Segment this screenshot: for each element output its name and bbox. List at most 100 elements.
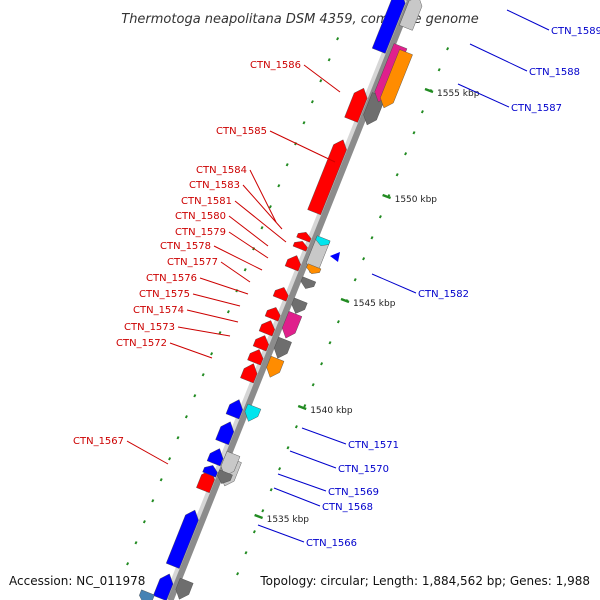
gene-arrow-orange [266,355,285,378]
gene-arrow-red [292,241,308,252]
gene-arrow-red [247,349,264,366]
leader-line-left [249,169,277,223]
gene-arrow-pink [281,311,303,339]
gene-label-right: CTN_1588 [529,67,580,78]
scale-dash-right [446,47,450,51]
scale-dash-left [285,163,289,167]
gene-arrow-blue [371,0,406,54]
gene-arrow-grey [217,469,233,484]
scale-dash-right [420,110,424,114]
kbp-tick-label: 1535 kbp [267,515,310,525]
gene-label-right: CTN_1568 [322,502,373,513]
genes-layer [139,0,423,600]
leader-line-left [192,293,241,307]
scale-dash-right [286,446,290,450]
leader-line-left [228,231,269,259]
leader-line-right [506,9,550,31]
topology-text: Topology: circular; Length: 1,884,562 bp… [260,574,590,588]
scale-dash-left [142,520,146,524]
gene-arrow-red [296,232,312,243]
kbp-major-tick [424,87,434,94]
kbp-major-tick [254,513,264,520]
scale-dash-right [412,131,416,135]
gene-label-right: CTN_1571 [348,440,399,451]
leader-line-right [289,450,337,469]
gene-arrow-blue [225,399,243,420]
leader-line-left [303,64,341,93]
scale-dash-left [184,415,188,419]
gene-arrow-blue [206,448,224,467]
labels-layer: CTN_1586 CTN_1585 CTN_1584 CTN_1583 CTN_1581… [73,9,600,549]
gene-arrow-red [264,307,281,322]
gene-label-left: CTN_1577 [167,257,218,268]
kbp-major-tick [297,404,307,411]
scale-dash-right [328,341,332,345]
leader-line-right [273,487,321,507]
gene-arrow-red [252,335,269,352]
leader-line-right [469,43,528,72]
scale-dash-right [261,509,265,513]
gene-label-right: CTN_1569 [328,487,379,498]
gene-arrow-red [307,139,347,216]
gene-arrow-cyan [244,403,262,422]
gene-arrow-grey [175,577,194,600]
scale-dash-left [126,562,130,566]
scale-dash-right [370,236,374,240]
scale-dash-left [319,79,323,83]
gene-label-left: CTN_1576 [146,273,197,284]
leader-line-right [277,473,327,492]
scale-dash-right [244,551,248,555]
gene-label-left: CTN_1580 [175,211,226,222]
gene-arrow-blue [215,421,235,446]
scale-dash-right [362,257,366,261]
gene-label-left: CTN_1586 [250,60,301,71]
kbp-tick-label: 1550 kbp [395,195,438,205]
gene-arrow-cyan [315,235,331,246]
gene-arrow-blue [202,465,218,478]
scale-dash-left [176,436,180,440]
scale-dash-right [311,383,315,387]
scale-dash-right [303,404,307,408]
scale-dash-left [277,184,281,188]
gene-arrow-grey [300,276,317,289]
scale-dash-left [218,331,222,335]
gene-arrow-red [284,255,301,272]
gene-label-right: CTN_1582 [418,289,469,300]
leader-line-right [371,273,417,294]
gene-arrow-red [272,287,289,302]
map-title: Thermotoga neapolitana DSM 4359, complet… [121,12,479,27]
leader-line-left [220,261,251,283]
gene-label-left: CTN_1572 [116,338,167,349]
leader-line-right [301,427,347,445]
leader-line-left [234,200,287,243]
gene-label-right: CTN_1566 [306,538,357,549]
leader-line-left [186,309,239,323]
gene-label-left: CTN_1574 [133,305,184,316]
kbp-tick-label: 1540 kbp [310,406,353,416]
gene-arrow-grey [273,336,292,359]
scale-dash-left [201,373,205,377]
backbone-shadow [164,0,414,600]
gene-label-left: CTN_1585 [216,126,267,137]
leader-line-right [257,524,305,543]
scale-dash-left [310,100,314,104]
leader-line-left [228,215,269,247]
gene-arrow-red [258,320,275,337]
leader-line-right [457,83,510,108]
gene-arrow-steelblue [139,589,155,600]
scale-dash-right [269,488,273,492]
scale-dash-right [336,320,340,324]
scale-dash-left [268,205,272,209]
scale-dash-right [236,572,240,576]
scale-dash-left [159,478,163,482]
scale-dash-left [168,457,172,461]
leader-line-left [169,342,213,359]
scale-layer: 1535 kbp 1540 kbp 1545 kbp 1550 kbp 1555 kbp [126,37,480,576]
scale-dash-right [353,278,357,282]
kbp-tick-label: 1545 kbp [353,299,396,309]
gene-arrow-orange [306,263,322,274]
kbp-major-tick [382,193,392,200]
leader-line-left [177,326,231,337]
